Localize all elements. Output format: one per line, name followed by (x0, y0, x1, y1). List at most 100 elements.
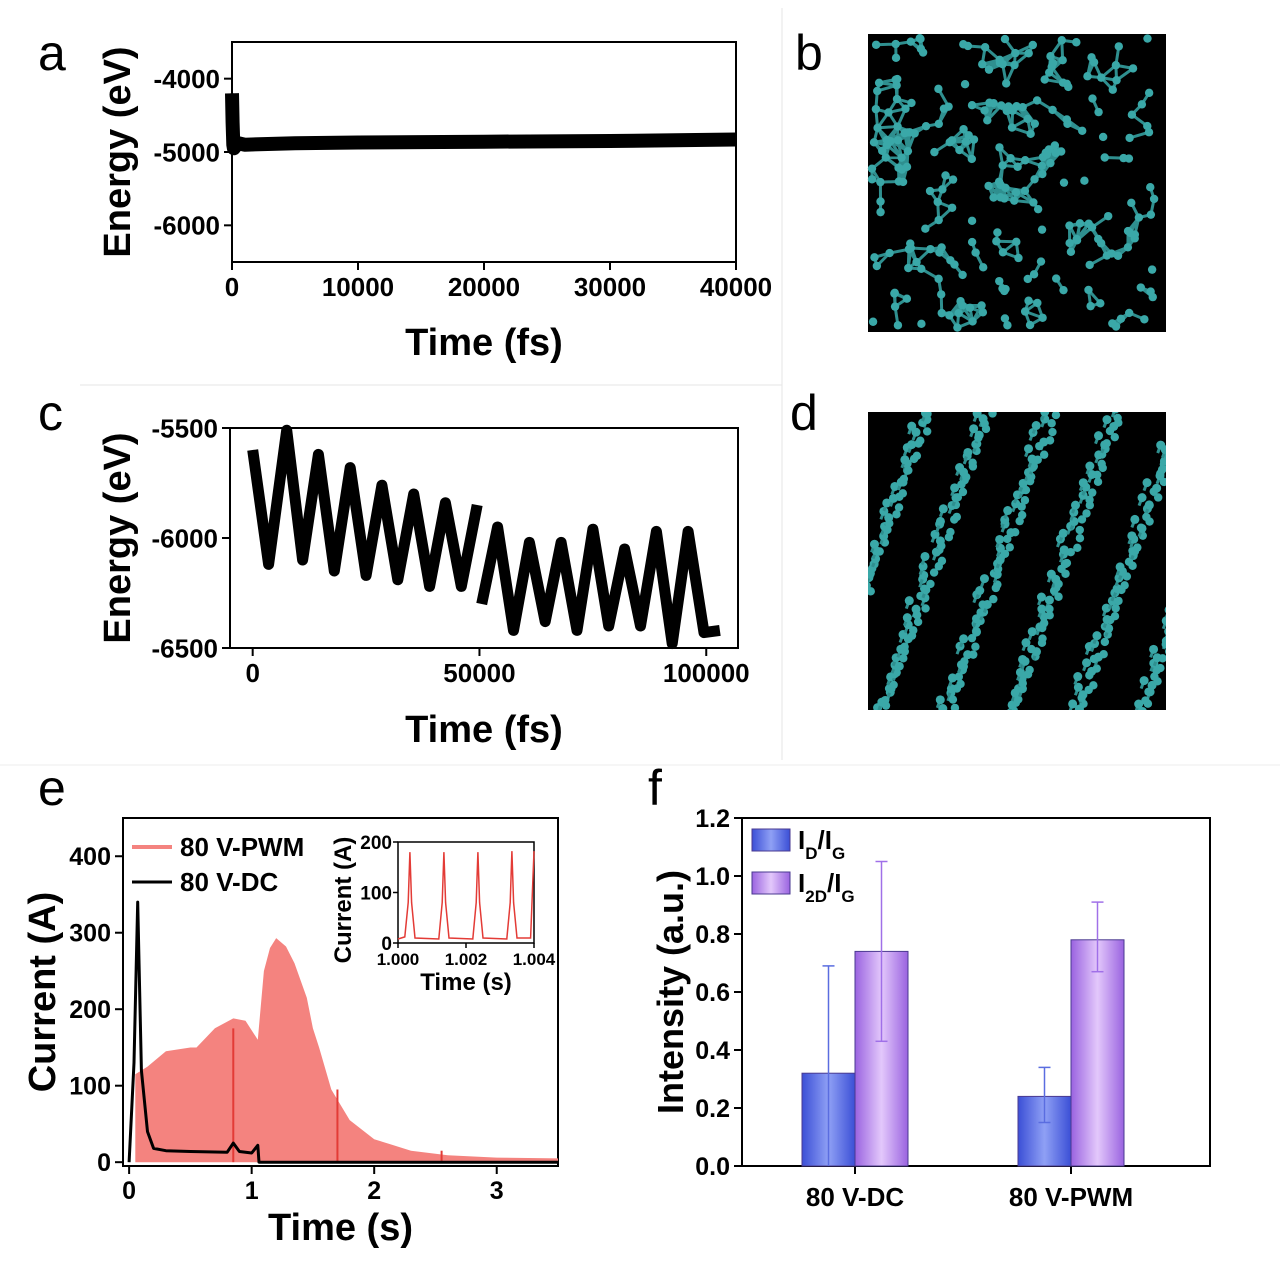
atom (1256, 571, 1264, 579)
atom (1161, 640, 1166, 649)
atom (1049, 586, 1059, 595)
atom (1101, 603, 1111, 613)
atom-bond (1164, 634, 1166, 640)
atom (1012, 237, 1021, 247)
atom (850, 631, 858, 639)
atom (1207, 513, 1215, 521)
atom-background (868, 412, 1166, 710)
atom (1156, 663, 1165, 673)
atom (1072, 38, 1081, 47)
atom (1039, 618, 1049, 628)
atom (878, 146, 887, 156)
atom (1037, 161, 1047, 171)
x-tick-label: 0 (122, 1177, 136, 1205)
atom (876, 207, 885, 217)
y-tick-label: -4000 (154, 64, 221, 94)
atom (1164, 627, 1166, 636)
atom (1197, 529, 1206, 538)
atom (1144, 88, 1154, 98)
atom (1029, 270, 1039, 279)
atom (993, 228, 1002, 237)
atom (1023, 274, 1032, 284)
atom (1168, 588, 1177, 597)
atom (947, 203, 957, 212)
atom (1125, 133, 1134, 143)
atom-bond (1235, 429, 1238, 437)
atom (967, 237, 977, 247)
atom (972, 412, 982, 419)
atom (1085, 461, 1095, 471)
atom (958, 487, 968, 497)
atom (1206, 500, 1215, 509)
atom (1254, 540, 1263, 549)
atom (916, 436, 925, 445)
atom (1011, 48, 1020, 58)
x-axis-label: Time (fs) (405, 322, 563, 364)
atom (1006, 154, 1015, 163)
atom (967, 101, 977, 110)
atom (874, 78, 884, 87)
atom (1266, 527, 1275, 536)
atom (941, 171, 950, 180)
atom (1215, 474, 1224, 483)
atom (995, 143, 1004, 152)
atom (846, 638, 854, 646)
atom (1188, 540, 1197, 549)
panel-letter-b: b (795, 25, 823, 81)
atom (1228, 439, 1237, 448)
atom (947, 136, 957, 145)
atom (1078, 126, 1087, 135)
atom (813, 695, 822, 704)
atom (965, 303, 975, 312)
atom (1212, 693, 1220, 701)
atom-bond (1164, 613, 1166, 618)
atom (1065, 238, 1074, 248)
atom (1001, 79, 1011, 88)
y-tick-label: -6000 (152, 523, 219, 553)
atom-bond (815, 700, 818, 708)
atom (1275, 501, 1280, 510)
series-initial-spike (230, 93, 236, 149)
atom (854, 598, 863, 607)
atom (1113, 413, 1122, 423)
atom (1048, 105, 1057, 115)
atom (1059, 285, 1068, 295)
atom (1014, 695, 1023, 704)
atom-bond (1230, 636, 1233, 644)
atom (1220, 647, 1229, 656)
atom (1217, 494, 1225, 502)
atom (926, 579, 935, 589)
atom (1254, 544, 1263, 553)
atom (1102, 415, 1112, 425)
series-area-pwm (135, 938, 559, 1163)
atom (960, 79, 970, 89)
atom (817, 682, 826, 691)
atom (842, 647, 850, 655)
atom (902, 613, 912, 623)
atom (1065, 221, 1074, 230)
atom (836, 660, 845, 669)
atom-bond (1190, 545, 1193, 553)
atom (964, 131, 973, 140)
atom (907, 440, 917, 450)
atom (978, 60, 987, 69)
atom (967, 633, 977, 643)
atom (1237, 606, 1246, 615)
atom (919, 584, 929, 593)
atom (1040, 412, 1050, 417)
atom (983, 116, 992, 125)
atom (1057, 564, 1066, 574)
atom (824, 704, 832, 712)
atom (1045, 604, 1054, 614)
atom (873, 123, 882, 133)
atom (1114, 42, 1124, 51)
atom (1233, 449, 1241, 457)
atom (1220, 661, 1228, 669)
atom (1210, 688, 1218, 696)
atom (938, 504, 948, 514)
atom-bond (1268, 532, 1271, 540)
atom (1044, 68, 1054, 77)
atom (1168, 409, 1177, 418)
atom (1245, 592, 1253, 600)
atom (1220, 482, 1228, 490)
